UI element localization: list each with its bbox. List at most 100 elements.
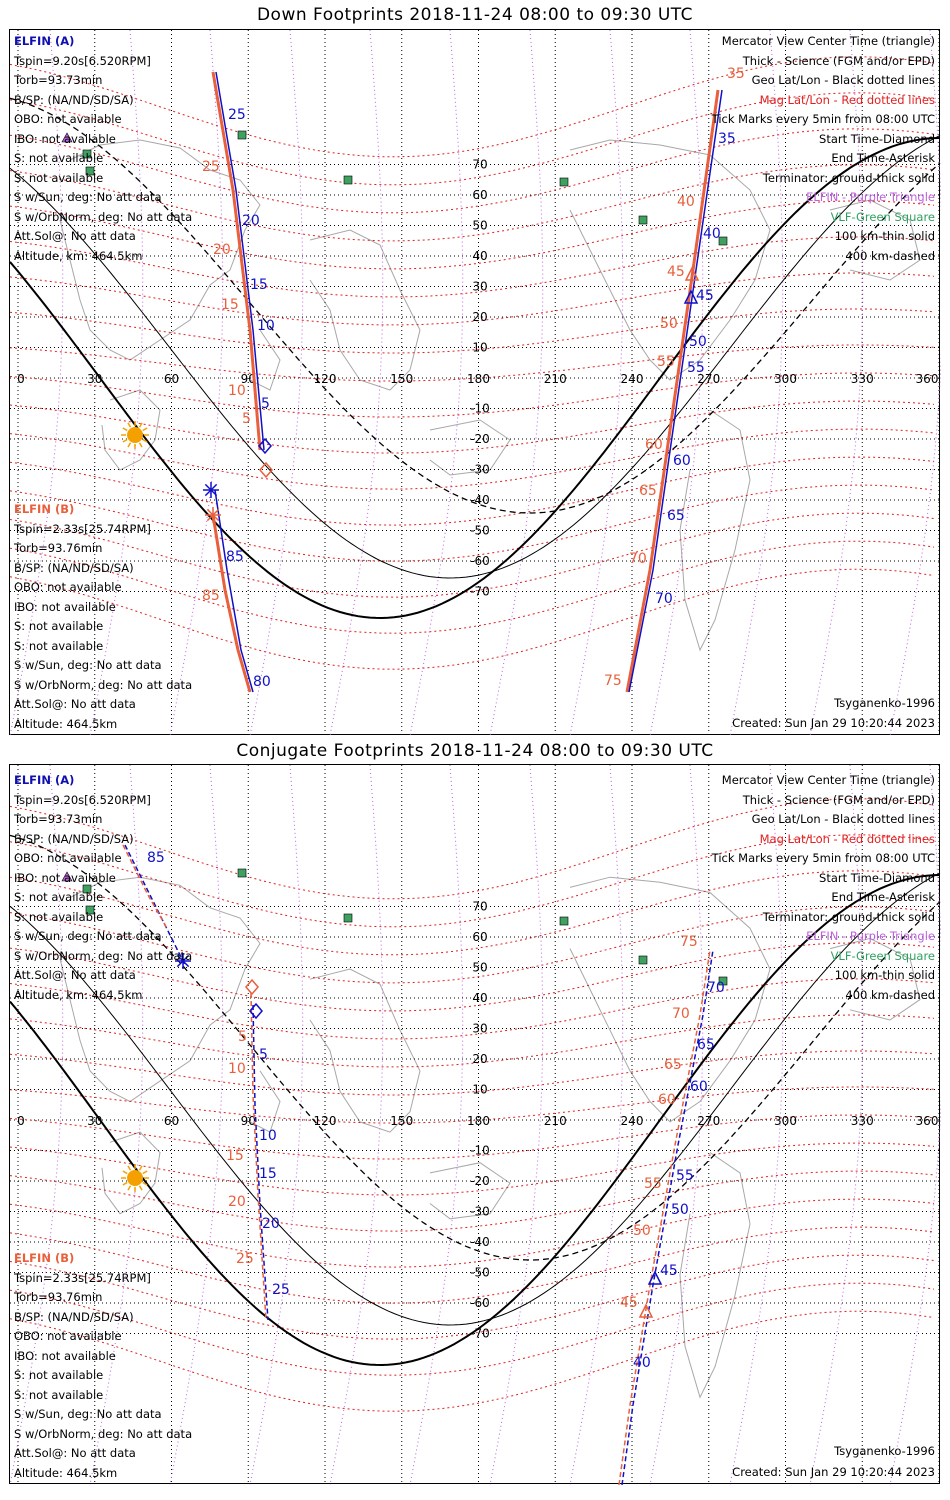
sun-ray [127, 1165, 132, 1171]
lon-tick-240: 240 [621, 1114, 644, 1128]
panel-1-map-canvas: 0 30 60 90 120 150 180 210 240 270 300 330 360706050… [10, 30, 941, 736]
lon-tick-330: 330 [851, 1114, 874, 1128]
track-tick-label: 20 [262, 1216, 280, 1232]
start-diamond-icon [258, 437, 272, 455]
vlf-square-icon [638, 215, 648, 225]
sun-ray [127, 442, 132, 448]
sun-icon [127, 427, 143, 443]
terminator-ground [10, 874, 941, 1367]
lat-tick--40: -40 [470, 493, 490, 507]
lon-tick-300: 300 [774, 372, 797, 386]
mag-parallel-14 [10, 870, 935, 956]
lat-tick--70: -70 [470, 585, 490, 599]
mag-parallel-11 [10, 236, 935, 298]
elfin-a-sun: S w/Sun, deg: No att data [14, 190, 162, 204]
lon-tick-270: 270 [697, 1114, 720, 1128]
elfin-b-s2: S: not available [14, 1387, 104, 1402]
mag-parallel-6 [10, 1142, 935, 1196]
vlf-square-icon [237, 868, 247, 878]
elfin-b-altitude: Altitude: 464.5km [14, 716, 118, 731]
track-tick-label: 60 [673, 453, 691, 469]
model-name: Tsyganenko-1996 [834, 696, 935, 710]
lon-tick-360: 360 [916, 1114, 939, 1128]
coastline-3 [309, 229, 421, 391]
mag-meridian-2 [169, 30, 224, 736]
track-tick-label: 10 [228, 1061, 246, 1077]
elfin-a-sun: S w/Sun, deg: No att data [14, 929, 162, 943]
start-diamond-icon [259, 461, 273, 479]
elfin-b-attsol: Att.Sol@: No att data [14, 1446, 136, 1460]
track-tick-label: 55 [657, 354, 675, 370]
terminator-ground [10, 137, 941, 620]
elfin-a-altitude: Altitude, km: 464.5km [14, 987, 143, 1002]
track-tick-label: 5 [238, 1029, 247, 1045]
end-asterisk-icon [206, 508, 220, 522]
elfin-b-orbnorm: S w/OrbNorm, deg: No att data [14, 1426, 193, 1441]
elfin-b-track-upper [122, 844, 169, 931]
track-tick-label: 45 [620, 1295, 638, 1311]
terminator-100km [10, 135, 941, 579]
elfin-a-torb: Torb=93.73min [14, 812, 103, 826]
mag-parallel-12 [10, 942, 935, 1012]
mag-parallel-16 [10, 56, 935, 158]
sun-icon [127, 1170, 143, 1186]
created-timestamp: Created: Sun Jan 29 10:20:44 2023 [732, 1465, 935, 1479]
legend-100km: 100 km-thin solid [834, 968, 935, 982]
mag-meridian-8 [649, 765, 704, 1485]
elfin-a-attsol: Att.Sol@: No att data [14, 229, 136, 243]
elfin-a-track-right [621, 949, 714, 1485]
track-tick-label: 10 [228, 383, 246, 399]
track-tick-label: 60 [645, 437, 663, 453]
elfin-a-s1: S: not available [14, 151, 104, 165]
elfin-b-sun: S w/Sun, deg: No att data [14, 658, 162, 672]
elfin-a-track-right [628, 89, 723, 693]
lon-tick-330: 330 [851, 372, 874, 386]
track-tick-label: 55 [644, 1176, 662, 1192]
track-tick-label: 20 [213, 242, 231, 258]
mag-meridian-3 [249, 765, 304, 1485]
track-tick-label: 50 [633, 1223, 651, 1239]
elfin-a-orbnorm: S w/OrbNorm, deg: No att data [14, 209, 193, 224]
elfin-b-bsp: B/SP: (NA/ND/SD/SA) [14, 560, 134, 575]
track-tick-label: 40 [633, 1355, 651, 1371]
legend-terminator: Terminator: ground-thick solid [762, 909, 935, 924]
track-tick-label: 65 [639, 483, 657, 499]
vlf-square-icon [559, 916, 569, 926]
lat-tick--60: -60 [470, 1296, 490, 1310]
track-tick-label: 25 [236, 1251, 254, 1267]
vlf-square-icon [718, 976, 728, 986]
panel-2-title: Conjugate Footprints 2018-11-24 08:00 to… [236, 741, 714, 761]
elfin-b-obo: OBO: not available [14, 580, 122, 594]
lat-tick--50: -50 [470, 1266, 490, 1280]
sun-ray [122, 438, 128, 443]
coastline-2 [249, 329, 281, 391]
track-tick-label: 65 [664, 1057, 682, 1073]
elfin-b-info: ELFIN (B) Tspin=2.33s[25.74RPM] Torb=93.… [14, 500, 192, 734]
track-tick-label: 5 [259, 1047, 268, 1063]
track-tick-label: 60 [690, 1079, 708, 1095]
lon-tick-210: 210 [544, 372, 567, 386]
panel-1-map: 0 30 60 90 120 150 180 210 240 270 300 330 360 70 60 50… [9, 29, 941, 736]
coastline-5 [569, 876, 771, 1123]
legend-mag: Mag Lat/Lon - Red dotted lines [759, 92, 935, 107]
legend-vlf: VLF-Green Square [830, 948, 935, 963]
elfin-b-header: ELFIN (B) [14, 1251, 75, 1265]
track-tick-label: 45 [660, 1263, 678, 1279]
vlf-square-icon [82, 884, 92, 894]
lat-tick-50: 50 [472, 961, 487, 975]
elfin-a-track-left [252, 1004, 269, 1321]
elfin-b-sun: S w/Sun, deg: No att data [14, 1407, 162, 1421]
lat-tick-60: 60 [472, 930, 487, 944]
elfin-b-obo: OBO: not available [14, 1329, 122, 1343]
mag-parallel-9 [10, 1050, 935, 1096]
mag-meridian-3 [249, 30, 304, 736]
coastline-5 [569, 139, 771, 381]
track-tick-label: 20 [242, 213, 260, 229]
sun-ray [138, 422, 143, 428]
legend-mag: Mag Lat/Lon - Red dotted lines [759, 831, 935, 846]
track-tick-label: 15 [226, 1148, 244, 1164]
elfin-b-track-right [618, 949, 711, 1485]
elfin-a-tspin: Tspin=9.20s[6.520RPM] [14, 792, 151, 807]
start-diamond-icon [249, 1002, 263, 1020]
coastline-6 [679, 1152, 751, 1399]
